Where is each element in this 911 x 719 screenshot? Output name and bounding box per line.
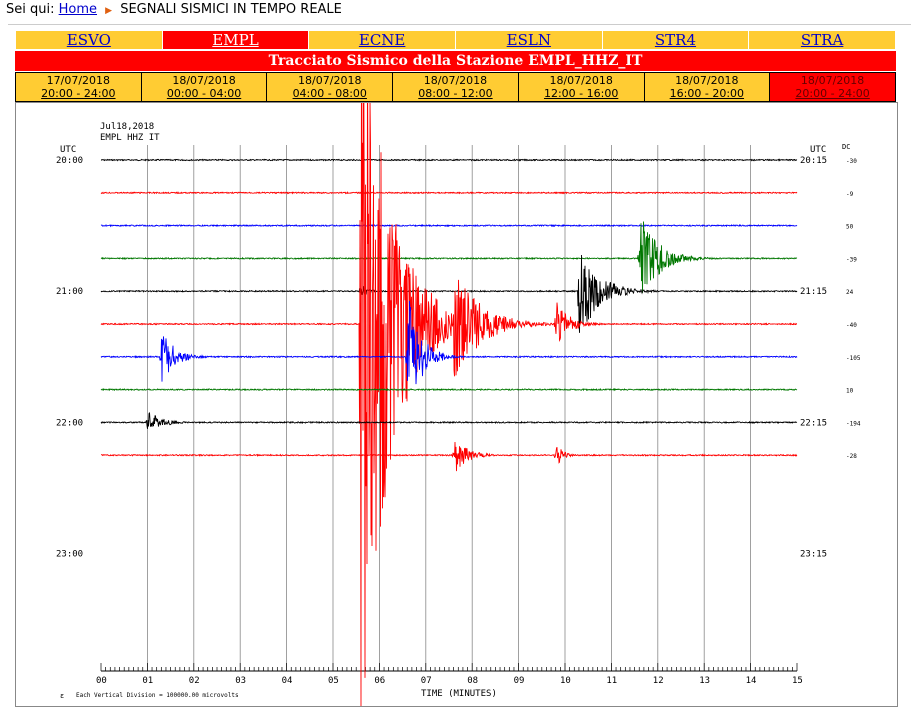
trace-row-3 — [100, 221, 798, 293]
trace-row-9 — [101, 441, 798, 472]
period-tab[interactable]: 18/07/2018 12:00 - 16:00 — [517, 72, 645, 102]
period-time-link[interactable]: 00:00 - 04:00 — [166, 87, 242, 100]
seismogram-frame: Jul18,2018 EMPL HHZ IT UTC UTC DC TIME (… — [15, 0, 898, 708]
x-tick-label: 13 — [699, 676, 710, 686]
station-tab-ecne[interactable]: ECNE — [308, 30, 456, 50]
x-tick-label: 05 — [328, 676, 339, 686]
x-tick-label: 10 — [560, 676, 571, 686]
header-divider — [8, 24, 911, 25]
station-link[interactable]: ESLN — [506, 31, 551, 49]
page-title: Tracciato Sismico della Stazione EMPL_HH… — [15, 51, 896, 71]
station-link[interactable]: STR4 — [654, 31, 697, 49]
station-tab-esln[interactable]: ESLN — [454, 30, 603, 50]
period-tab[interactable]: 17/07/2018 20:00 - 24:00 — [15, 72, 142, 102]
right-hour-label: 20:15 — [800, 156, 827, 166]
dc-offset-label: -105 — [846, 355, 861, 362]
period-tab[interactable]: 18/07/2018 08:00 - 12:00 — [392, 72, 519, 102]
x-tick-label: 06 — [374, 676, 385, 686]
period-tab[interactable]: 18/07/2018 04:00 - 08:00 — [266, 72, 394, 102]
station-tab-str4[interactable]: STR4 — [601, 30, 750, 50]
left-hour-label: 20:00 — [56, 156, 83, 166]
x-tick-label: 14 — [746, 676, 757, 686]
footnote-marker: ε — [60, 692, 64, 700]
x-tick-label: 07 — [421, 676, 432, 686]
station-link[interactable]: ECNE — [358, 31, 406, 49]
trace-row-6 — [100, 300, 798, 385]
chart-header-date: Jul18,2018 — [100, 122, 154, 132]
station-tab-empl[interactable]: EMPL — [161, 30, 310, 50]
x-tick-label: 03 — [235, 676, 246, 686]
period-tab[interactable]: 18/07/2018 00:00 - 04:00 — [140, 72, 268, 102]
station-tabs: ESVO EMPL ECNE ESLN STR4 STRA — [15, 30, 896, 50]
period-time-link[interactable]: 04:00 - 08:00 — [292, 87, 367, 100]
dc-offset-label: 50 — [846, 224, 854, 231]
dc-column-title: DC — [842, 143, 850, 151]
period-time-link[interactable]: 20:00 - 24:00 — [795, 87, 870, 100]
x-tick-label: 04 — [282, 676, 293, 686]
station-tab-esvo[interactable]: ESVO — [15, 30, 163, 50]
right-hour-label: 22:15 — [800, 418, 827, 428]
breadcrumb-arrow-icon: ▶ — [105, 6, 113, 16]
right-axis-title: UTC — [810, 145, 826, 155]
period-date: 18/07/2018 — [549, 74, 613, 87]
period-time-link[interactable]: 20:00 - 24:00 — [41, 87, 116, 100]
period-date: 18/07/2018 — [800, 74, 865, 87]
dc-offset-label: -194 — [846, 420, 861, 427]
x-tick-label: 12 — [653, 676, 664, 686]
x-tick-label: 02 — [189, 676, 200, 686]
dc-offset-label: -28 — [846, 453, 857, 460]
left-hour-label: 22:00 — [56, 418, 83, 428]
breadcrumb: Sei qui: Home ▶ SEGNALI SISMICI IN TEMPO… — [6, 2, 342, 17]
dc-offset-label: -30 — [846, 158, 857, 165]
period-date: 18/07/2018 — [423, 74, 488, 87]
right-hour-label: 21:15 — [800, 287, 827, 297]
station-link[interactable]: EMPL — [212, 31, 259, 49]
trace-row-7 — [100, 387, 798, 392]
trace-row-5 — [100, 0, 797, 708]
left-hour-label: 21:00 — [56, 287, 83, 297]
x-tick-label: 15 — [792, 676, 803, 686]
breadcrumb-home-link[interactable]: Home — [58, 2, 98, 17]
left-axis-title: UTC — [60, 145, 76, 155]
dc-offset-label: 10 — [846, 388, 854, 395]
vertical-division-footnote: Each Vertical Division = 100000.00 micro… — [76, 692, 239, 699]
station-link[interactable]: ESVO — [66, 31, 111, 49]
dc-offset-label: -39 — [846, 256, 857, 263]
x-tick-label: 09 — [514, 676, 525, 686]
station-link[interactable]: STRA — [800, 31, 844, 49]
breadcrumb-prefix: Sei qui: — [6, 2, 55, 17]
dc-offset-label: 24 — [846, 289, 854, 296]
dc-offset-label: -9 — [846, 191, 854, 198]
trace-row-8 — [100, 412, 798, 429]
period-date: 17/07/2018 — [46, 74, 111, 87]
trace-row-4 — [100, 254, 798, 333]
dc-offset-label: -40 — [846, 322, 857, 329]
period-tab[interactable]: 18/07/2018 16:00 - 20:00 — [643, 72, 771, 102]
period-time-link[interactable]: 12:00 - 16:00 — [543, 87, 619, 100]
right-hour-label: 23:15 — [800, 550, 827, 560]
x-tick-label: 08 — [467, 676, 478, 686]
chart-header-station: EMPL HHZ IT — [100, 133, 160, 143]
left-hour-label: 23:00 — [56, 550, 83, 560]
station-tab-stra[interactable]: STRA — [748, 30, 896, 50]
period-time-link[interactable]: 16:00 - 20:00 — [669, 87, 745, 100]
x-tick-label: 11 — [606, 676, 617, 686]
trace-row-1 — [100, 191, 798, 195]
period-tab-active[interactable]: 18/07/2018 20:00 - 24:00 — [769, 72, 896, 102]
seismogram-chart: Jul18,2018 EMPL HHZ IT UTC UTC DC TIME (… — [56, 0, 861, 708]
trace-row-0 — [100, 158, 798, 162]
breadcrumb-current: SEGNALI SISMICI IN TEMPO REALE — [120, 2, 342, 17]
period-date: 18/07/2018 — [172, 74, 236, 87]
period-tabs: 17/07/2018 20:00 - 24:00 18/07/2018 00:00 … — [15, 72, 896, 102]
x-axis-label: TIME (MINUTES) — [421, 689, 497, 699]
trace-row-2 — [100, 223, 798, 228]
period-date: 18/07/2018 — [675, 74, 739, 87]
x-tick-label: 01 — [142, 676, 153, 686]
period-time-link[interactable]: 08:00 - 12:00 — [418, 87, 493, 100]
x-tick-label: 00 — [96, 676, 107, 686]
period-date: 18/07/2018 — [298, 74, 362, 87]
